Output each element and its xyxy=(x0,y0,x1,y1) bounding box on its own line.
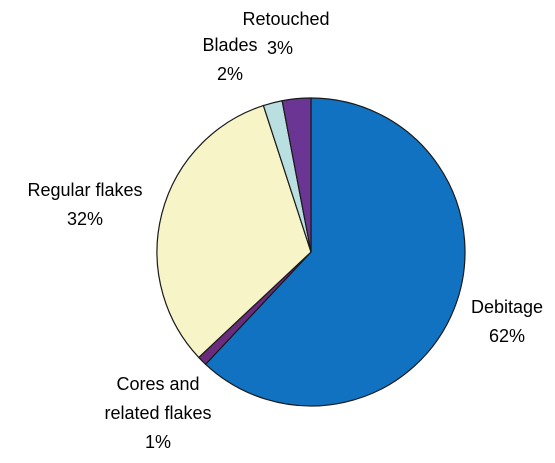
slice-label: Retouched xyxy=(242,9,329,29)
slice-label: Regular flakes xyxy=(27,180,142,200)
slice-label: related flakes xyxy=(104,403,211,423)
pie-slice-debitage xyxy=(204,97,466,407)
pie-labels: Debitage 62% Cores and related flakes 1% Regu… xyxy=(27,9,543,452)
slice-label: Blades xyxy=(202,35,257,55)
slice-percent-label: 1% xyxy=(145,432,171,452)
slice-percent-label: 3% xyxy=(267,38,293,58)
pie-slices xyxy=(156,97,466,407)
pie-slice-retouched xyxy=(281,97,312,253)
slice-label: Debitage xyxy=(471,297,543,317)
pie-slice-regular-flakes xyxy=(156,104,312,359)
slice-percent-label: 32% xyxy=(67,209,103,229)
slice-label: Cores and xyxy=(116,374,199,394)
slice-percent-label: 62% xyxy=(489,326,525,346)
slice-percent-label: 2% xyxy=(217,64,243,84)
